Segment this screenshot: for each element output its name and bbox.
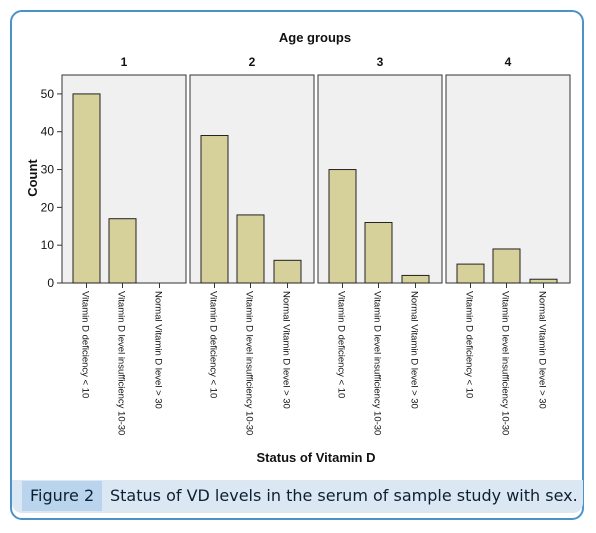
y-axis-label: Count — [25, 159, 40, 197]
x-tick-label: Vitamin D deficiency < 10 — [80, 291, 91, 398]
bar — [401, 274, 430, 284]
y-tick-label: 0 — [47, 276, 54, 290]
x-tick-label: Normal Vitamin D level > 30 — [281, 291, 292, 409]
y-tick-label: 40 — [41, 125, 55, 139]
bar — [72, 93, 101, 284]
bar — [456, 263, 485, 284]
x-tick-label: Normal Vitamin D level > 30 — [537, 291, 548, 409]
panel-label-3: 3 — [377, 55, 384, 69]
caption-bar — [12, 480, 583, 513]
x-tick-label: Vitamin D level insufficiency 10-30 — [500, 291, 511, 435]
bar — [108, 218, 137, 284]
panel-label-1: 1 — [121, 55, 128, 69]
y-tick-label: 20 — [41, 200, 55, 214]
x-tick-label: Vitamin D deficiency < 10 — [464, 291, 475, 398]
x-tick-label: Vitamin D level insufficiency 10-30 — [116, 291, 127, 435]
x-tick-label: Vitamin D deficiency < 10 — [208, 291, 219, 398]
bar — [492, 248, 521, 284]
x-tick-label: Vitamin D deficiency < 10 — [336, 291, 347, 398]
bar — [273, 259, 302, 284]
panel-4 — [445, 74, 571, 284]
x-tick-label: Vitamin D level insufficiency 10-30 — [244, 291, 255, 435]
x-tick-label: Vitamin D level insufficiency 10-30 — [372, 291, 383, 435]
figure-caption: Status of VD levels in the serum of samp… — [110, 486, 578, 505]
x-axis-label: Status of Vitamin D — [257, 450, 376, 465]
y-tick-label: 50 — [41, 87, 55, 101]
figure-label: Figure 2 — [22, 481, 103, 511]
x-tick-label: Normal Vitamin D level > 30 — [153, 291, 164, 409]
y-tick-label: 30 — [41, 163, 55, 177]
bar — [364, 221, 393, 284]
bar — [529, 278, 558, 284]
bar — [236, 214, 265, 284]
x-tick-label: Normal Vitamin D level > 30 — [409, 291, 420, 409]
bar — [200, 135, 229, 284]
panel-label-4: 4 — [505, 55, 512, 69]
panel-label-2: 2 — [249, 55, 256, 69]
bar — [328, 169, 357, 284]
y-tick-label: 10 — [41, 238, 55, 252]
chart-title: Age groups — [279, 30, 351, 45]
